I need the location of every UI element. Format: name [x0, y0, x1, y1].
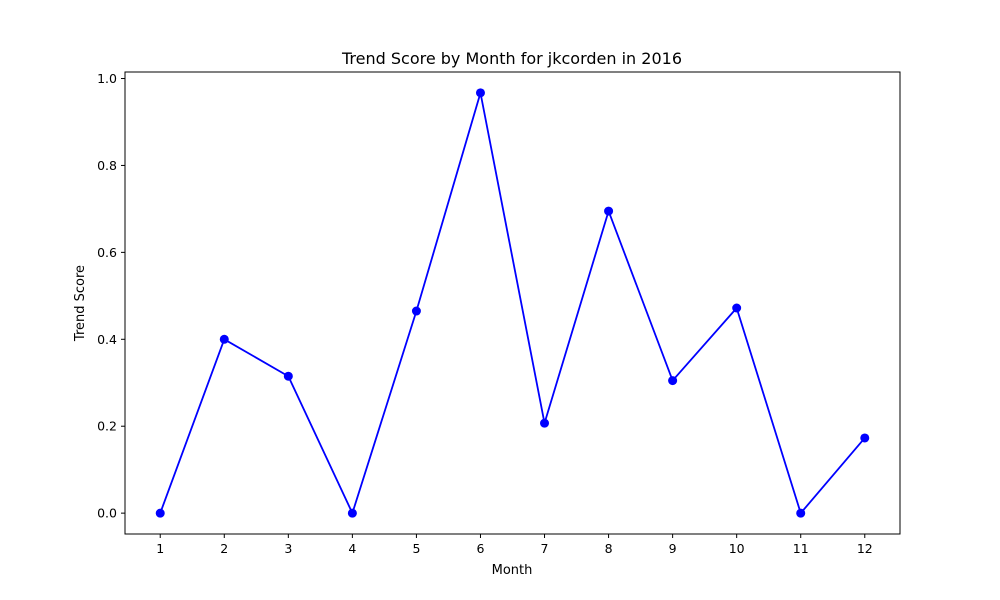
x-tick-label: 12	[857, 541, 873, 556]
x-tick-label: 5	[412, 541, 420, 556]
y-axis-label: Trend Score	[73, 265, 88, 342]
data-point	[219, 334, 229, 344]
x-tick-label: 2	[220, 541, 228, 556]
data-point	[860, 433, 870, 443]
x-tick-label: 4	[348, 541, 356, 556]
x-tick-label: 6	[476, 541, 484, 556]
x-tick-label: 8	[605, 541, 613, 556]
x-axis-label: Month	[492, 563, 533, 578]
x-tick-label: 7	[541, 541, 549, 556]
x-tick-label: 3	[284, 541, 292, 556]
plot-frame	[124, 71, 901, 535]
data-point	[796, 508, 806, 518]
data-point	[668, 376, 678, 386]
data-point	[540, 418, 550, 428]
y-tick-label: 0.0	[97, 506, 117, 521]
y-tick-label: 0.8	[97, 158, 117, 173]
data-point	[155, 508, 165, 518]
y-tick-label: 0.6	[97, 245, 117, 260]
series-line	[159, 91, 866, 515]
x-tick-label: 9	[669, 541, 677, 556]
y-tick-label: 1.0	[97, 71, 117, 86]
y-tick-label: 0.4	[97, 332, 117, 347]
data-point	[732, 303, 742, 313]
x-tick-label: 10	[729, 541, 745, 556]
x-tick-label: 1	[156, 541, 164, 556]
data-point	[283, 371, 293, 381]
x-tick-label: 11	[793, 541, 809, 556]
chart-title: Trend Score by Month for jkcorden in 201…	[341, 49, 682, 68]
data-point	[411, 306, 421, 316]
plot-area: 1 2 3 4 5 6 7 8 9 10 11 120.00.20.40.60.81.0	[97, 71, 901, 556]
data-point	[475, 88, 485, 98]
data-point	[604, 206, 614, 216]
data-point	[347, 508, 357, 518]
y-tick-label: 0.2	[97, 419, 117, 434]
